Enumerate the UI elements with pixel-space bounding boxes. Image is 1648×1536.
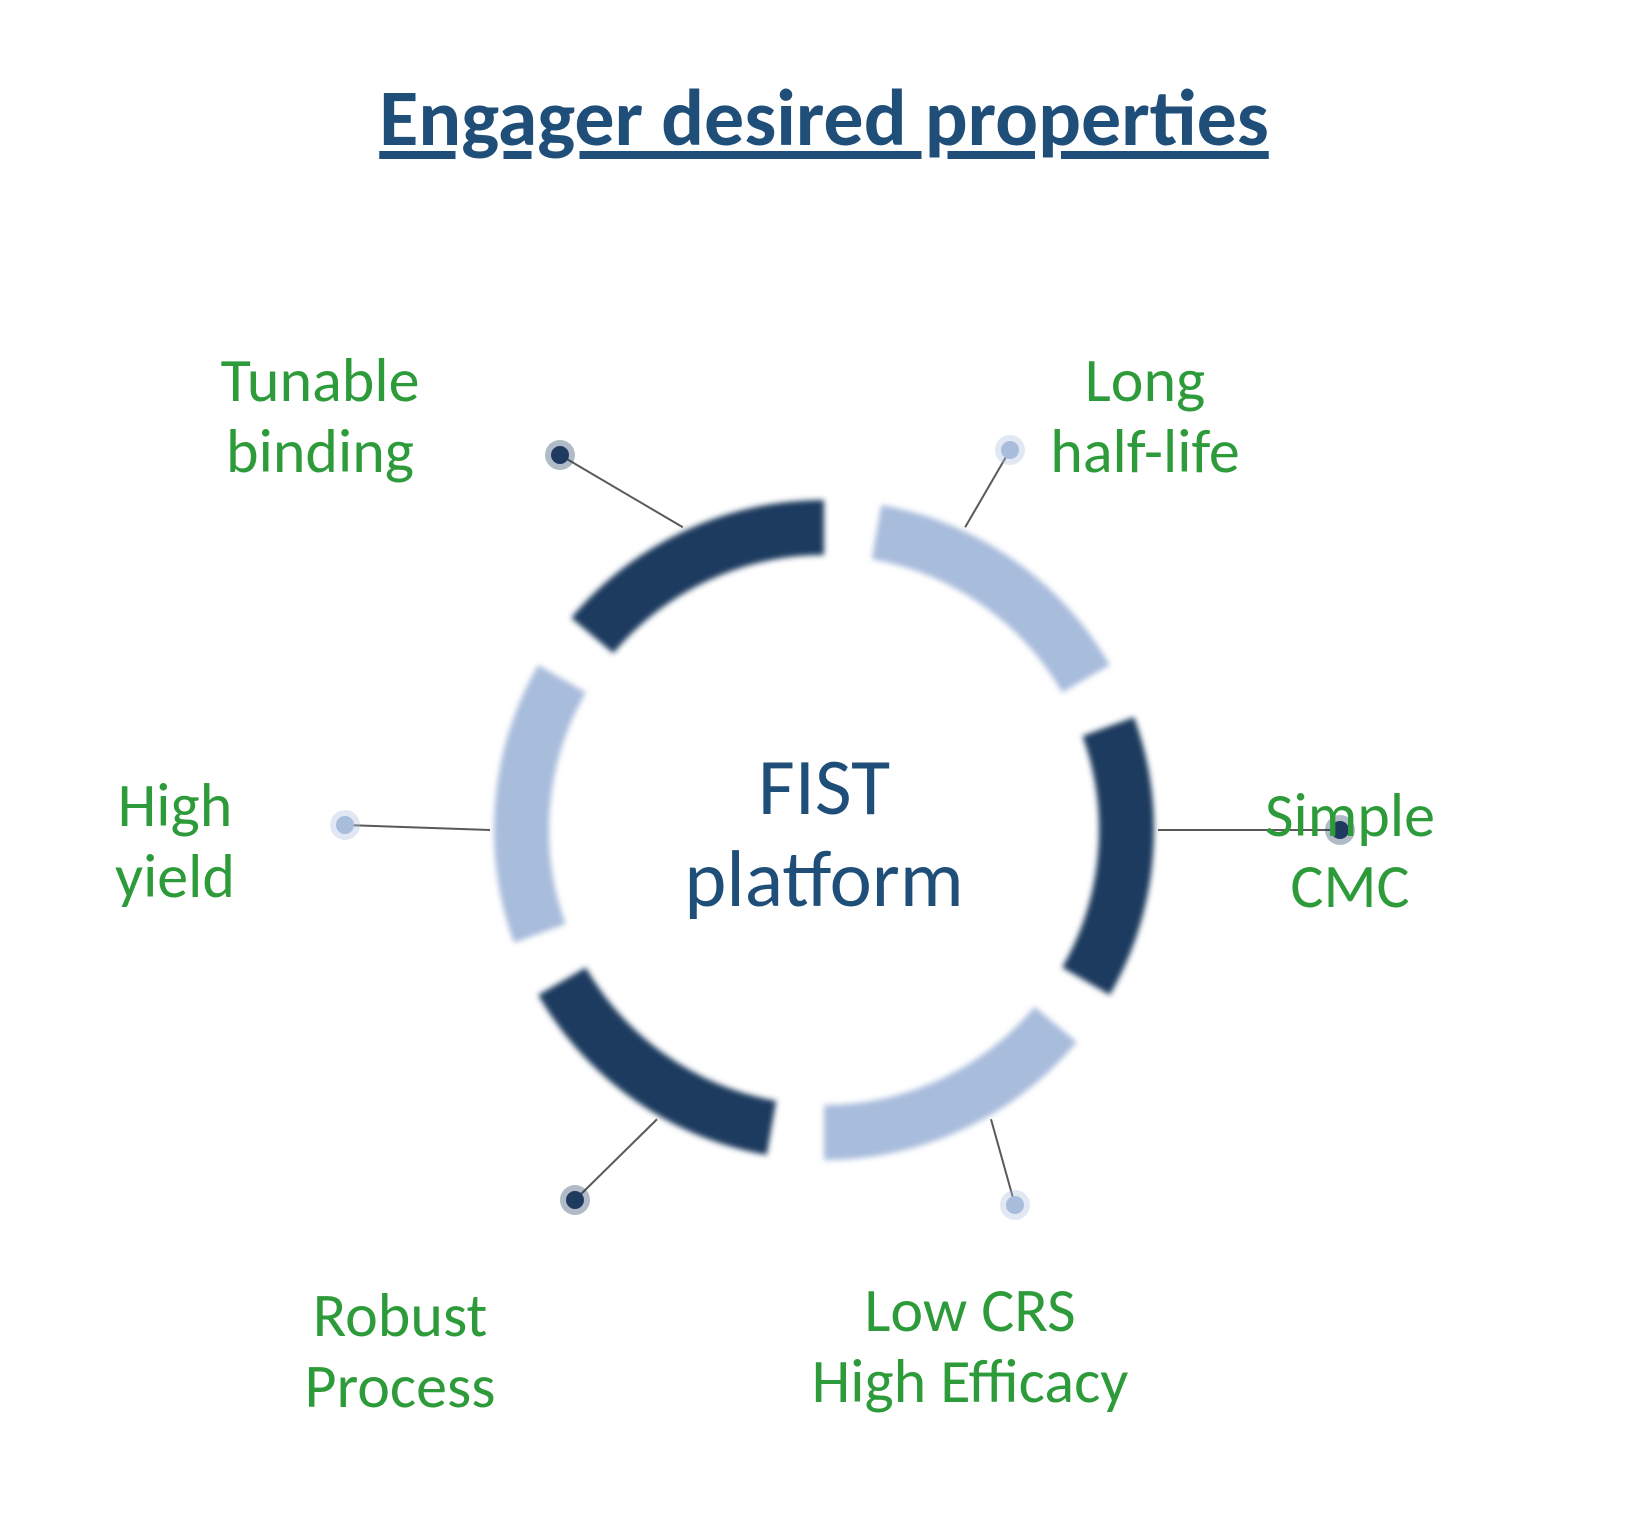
property-label-line: Robust (313, 1277, 488, 1353)
property-label-line: Tunable (221, 342, 420, 418)
property-label-line: CMC (1290, 848, 1409, 924)
leader-dot (336, 816, 354, 834)
ring-segment (877, 532, 1086, 679)
property-low-crs: Low CRSHigh Efficacy (812, 1275, 1129, 1418)
leader-line (560, 455, 683, 527)
property-high-yield: Highyield (115, 770, 235, 913)
leader-dot (566, 1191, 584, 1209)
ring-segment (1086, 727, 1127, 982)
property-long-half-life: Longhalf-life (1050, 345, 1239, 488)
ring-segment (522, 679, 563, 934)
center-label-line2: platform (684, 831, 963, 928)
property-tunable-binding: Tunablebinding (221, 345, 420, 488)
leader-dot (1006, 1196, 1024, 1214)
leader-dot (551, 446, 569, 464)
property-label-line: Long (1085, 342, 1206, 418)
property-label-line: half-life (1050, 413, 1239, 489)
property-label-line: yield (115, 838, 235, 914)
property-label-line: High Efficacy (812, 1343, 1129, 1419)
property-label-line: Simple (1265, 777, 1435, 853)
property-label-line: Low CRS (864, 1272, 1075, 1348)
ring-segment (824, 1024, 1056, 1132)
ring-segment (592, 528, 824, 636)
property-label-line: binding (226, 413, 414, 489)
property-label-line: High (118, 767, 233, 843)
center-label-line1: FIST (758, 739, 890, 836)
leader-line (345, 825, 490, 830)
property-robust-process: RobustProcess (305, 1280, 496, 1423)
center-label: FIST platform (574, 742, 1074, 926)
leader-dot (1001, 441, 1019, 459)
leader-line (575, 1119, 657, 1200)
ring-segment (562, 981, 771, 1128)
property-label-line: Process (305, 1348, 496, 1424)
property-simple-cmc: SimpleCMC (1265, 780, 1435, 923)
